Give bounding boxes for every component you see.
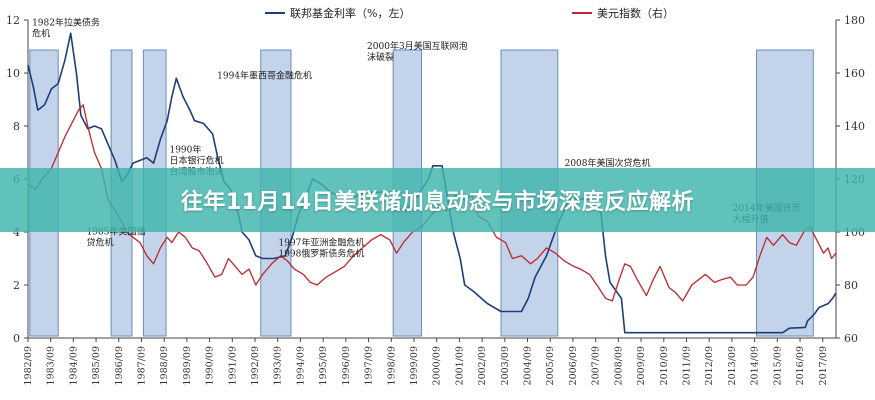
x-tick-label: 1984/09 [68, 346, 79, 385]
left-tick-label: 10 [6, 67, 20, 80]
chart-legend: 联邦基金利率（%，左） 美元指数（右） [265, 6, 674, 20]
left-tick-label: 12 [6, 14, 20, 27]
x-tick-label: 2014/09 [750, 346, 761, 385]
x-tick-label: 1987/09 [136, 346, 147, 385]
annotation-1-line-2: 危机 [32, 27, 50, 39]
x-tick-label: 1995/09 [318, 346, 329, 385]
legend-label-1: 联邦基金利率（%，左） [290, 6, 410, 20]
x-tick-label: 1994/09 [295, 346, 306, 385]
x-tick-label: 1990/09 [205, 346, 216, 385]
x-tick-label: 1986/09 [114, 346, 125, 385]
annotation-7-line-1: 2008年美国次贷危机 [565, 157, 651, 169]
annotation-5-line-1: 1997年亚洲金融危机 [278, 236, 364, 248]
right-tick-label: 140 [844, 120, 865, 133]
x-tick-label: 2002/09 [477, 346, 488, 385]
x-tick-label: 1982/09 [23, 346, 34, 385]
right-tick-label: 60 [844, 332, 858, 345]
right-tick-label: 180 [844, 14, 865, 27]
right-tick-label: 160 [844, 67, 865, 80]
x-tick-label: 2001/09 [454, 346, 465, 385]
x-tick-label: 1983/09 [46, 346, 57, 385]
x-tick-label: 2003/09 [500, 346, 511, 385]
left-tick-label: 2 [13, 279, 20, 292]
right-tick-label: 80 [844, 279, 858, 292]
x-tick-label: 2007/09 [591, 346, 602, 385]
annotation-2-line-2: 贷危机 [87, 237, 114, 249]
annotation-1-line-1: 1982年拉美债务 [32, 16, 100, 28]
x-tick-label: 1998/09 [386, 346, 397, 385]
shaded-crisis-periods [29, 49, 814, 337]
x-tick-label: 2015/09 [772, 346, 783, 385]
x-tick-label: 1989/09 [182, 346, 193, 385]
left-tick-label: 0 [13, 332, 20, 345]
x-tick-label: 2005/09 [545, 346, 556, 385]
title-banner: 往年11月14日美联储加息动态与市场深度反应解析 [0, 168, 875, 232]
x-tick-label: 1993/09 [273, 346, 284, 385]
annotation-3-line-2: 日本银行危机 [169, 155, 223, 167]
x-tick-label: 2008/09 [613, 346, 624, 385]
x-tick-label: 2017/09 [818, 346, 829, 385]
x-tick-label: 1985/09 [91, 346, 102, 385]
chart-axes: 02468101260801001201401601801982/091983/… [6, 14, 865, 385]
left-tick-label: 4 [13, 226, 20, 239]
x-tick-label: 1991/09 [227, 346, 238, 385]
left-tick-label: 8 [13, 120, 20, 133]
annotation-5-line-2: 1998俄罗斯债务危机 [278, 247, 364, 259]
x-tick-label: 1992/09 [250, 346, 261, 385]
x-tick-label: 2013/09 [727, 346, 738, 385]
x-tick-label: 2000/09 [432, 346, 443, 385]
banner-title: 往年11月14日美联储加息动态与市场深度反应解析 [180, 190, 695, 215]
x-tick-label: 2009/09 [636, 346, 647, 385]
x-tick-label: 2010/09 [659, 346, 670, 385]
x-tick-label: 2012/09 [704, 346, 715, 385]
x-tick-label: 2004/09 [523, 346, 534, 385]
x-tick-label: 2016/09 [795, 346, 806, 385]
annotation-6-line-2: 沫破裂 [367, 51, 394, 63]
x-tick-label: 1997/09 [364, 346, 375, 385]
annotation-4-line-1: 1994年墨西哥金融危机 [217, 69, 312, 81]
x-tick-label: 1996/09 [341, 346, 352, 385]
x-tick-label: 1988/09 [159, 346, 170, 385]
x-tick-label: 2006/09 [568, 346, 579, 385]
x-tick-label: 2011/09 [681, 346, 692, 385]
annotation-6-line-1: 2000年3月美国互联网泡 [367, 40, 468, 52]
legend-label-2: 美元指数（右） [597, 6, 674, 20]
annotation-3-line-1: 1990年 [169, 144, 201, 156]
x-tick-label: 1999/09 [409, 346, 420, 385]
